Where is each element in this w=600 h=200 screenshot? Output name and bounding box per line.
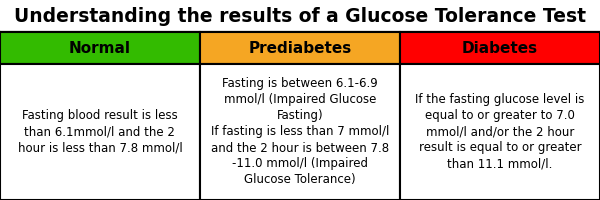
Text: Diabetes: Diabetes — [462, 41, 538, 56]
Bar — [200, 32, 400, 64]
Text: Fasting blood result is less
than 6.1mmol/l and the 2
hour is less than 7.8 mmol: Fasting blood result is less than 6.1mmo… — [17, 110, 182, 154]
Text: If the fasting glucose level is
equal to or greater to 7.0
mmol/l and/or the 2 h: If the fasting glucose level is equal to… — [415, 94, 585, 170]
Bar — [400, 64, 600, 200]
Text: Prediabetes: Prediabetes — [248, 41, 352, 56]
Bar — [0, 32, 200, 64]
Text: Normal: Normal — [69, 41, 131, 56]
Bar — [0, 64, 200, 200]
Bar — [400, 32, 600, 64]
Text: Understanding the results of a Glucose Tolerance Test: Understanding the results of a Glucose T… — [14, 6, 586, 25]
Text: Fasting is between 6.1-6.9
mmol/l (Impaired Glucose
Fasting)
If fasting is less : Fasting is between 6.1-6.9 mmol/l (Impai… — [211, 77, 389, 186]
Bar — [200, 64, 400, 200]
